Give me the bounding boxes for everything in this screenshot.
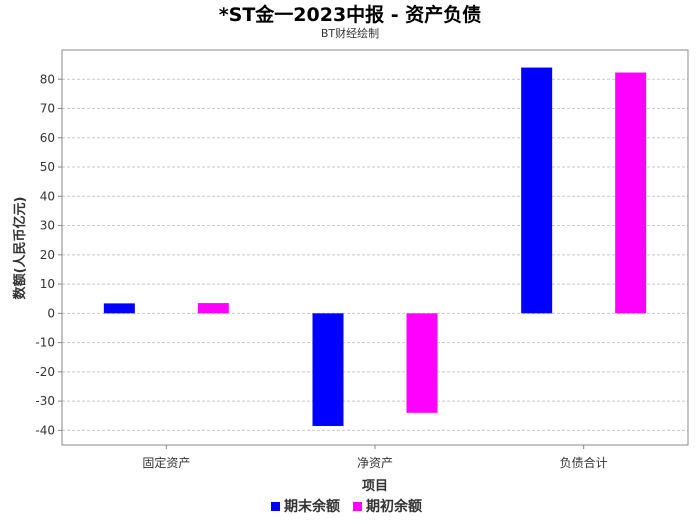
bar <box>406 313 438 413</box>
y-tick-label: 30 <box>40 219 55 233</box>
bar <box>197 303 229 314</box>
y-tick-label: 40 <box>40 189 55 203</box>
legend: 期末余额 期初余额 <box>271 498 422 515</box>
y-tick-label: 50 <box>40 160 55 174</box>
plot-area <box>61 49 689 446</box>
chart-subtitle: BT财经绘制 <box>321 26 379 40</box>
y-tick-label: -30 <box>35 394 55 408</box>
bar <box>521 67 553 314</box>
legend-swatch <box>353 502 362 511</box>
x-category-label: 固定资产 <box>142 455 190 470</box>
y-tick-label: 0 <box>47 306 55 320</box>
chart-title: *ST金一2023中报 - 资产负债 <box>219 3 482 26</box>
legend-label: 期初余额 <box>366 498 422 515</box>
y-tick-label: 80 <box>40 72 55 86</box>
y-tick-label: 70 <box>40 102 55 116</box>
legend-swatch <box>271 502 280 511</box>
x-axis-categories: 固定资产 净资产 负债合计 <box>142 445 608 470</box>
x-axis-label: 项目 <box>362 479 388 494</box>
gridlines <box>62 78 688 431</box>
bar <box>103 303 135 314</box>
y-tick-label: 60 <box>40 131 55 145</box>
y-tick-label: -40 <box>35 423 55 437</box>
x-category-label: 净资产 <box>357 456 393 470</box>
y-axis-label: 数额(人民币亿元) <box>12 197 28 300</box>
bar <box>312 313 344 426</box>
y-tick-label: -20 <box>35 365 55 379</box>
y-tick-label: -10 <box>35 336 55 350</box>
y-tick-label: 20 <box>40 248 55 262</box>
y-tick-label: 10 <box>40 277 55 291</box>
x-category-label: 负债合计 <box>560 455 608 470</box>
bar <box>615 72 647 314</box>
bars <box>103 67 647 426</box>
legend-label: 期末余额 <box>284 498 340 515</box>
y-axis-ticks: -40 -30 -20 -10 0 10 20 30 40 50 60 70 80 <box>35 72 62 437</box>
